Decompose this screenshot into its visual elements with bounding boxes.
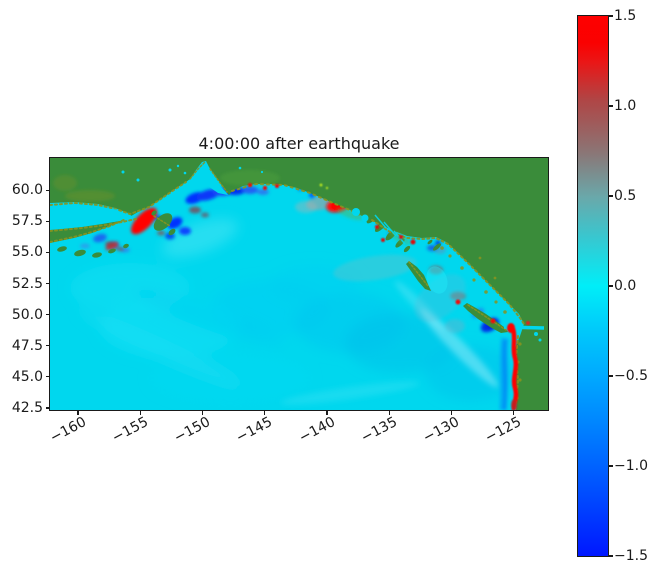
land-layer bbox=[50, 158, 548, 410]
x-tick-label-text: −130 bbox=[420, 414, 463, 447]
colorbar-tick-mark bbox=[609, 105, 613, 107]
x-tick-mark bbox=[139, 411, 141, 415]
ocean-texture-layer bbox=[70, 218, 515, 403]
x-tick-label-text: −135 bbox=[358, 414, 400, 447]
y-tick-label: 42.5 bbox=[11, 400, 43, 416]
y-tick-label: 52.5 bbox=[11, 275, 43, 292]
y-tick-mark bbox=[46, 407, 50, 409]
coastal-specks-layer bbox=[248, 183, 530, 410]
y-tick-mark bbox=[46, 376, 50, 378]
y-tick-mark bbox=[46, 345, 50, 347]
y-tick-label: 47.5 bbox=[11, 337, 43, 354]
colorbar-tick-mark bbox=[609, 285, 613, 287]
colorbar-tick-mark bbox=[609, 555, 613, 557]
colorbar-tick-label: 1.0 bbox=[614, 98, 637, 114]
y-tick-label: 45.0 bbox=[11, 368, 43, 385]
y-tick-label: 55.0 bbox=[11, 244, 43, 261]
y-tick-mark bbox=[46, 220, 50, 222]
colorbar-tick-mark bbox=[609, 195, 613, 197]
y-tick-mark bbox=[46, 189, 50, 191]
x-tick-mark bbox=[77, 411, 79, 415]
y-tick-label: 60.0 bbox=[11, 182, 43, 199]
x-tick-label-text: −125 bbox=[482, 414, 525, 447]
mainland-polygon bbox=[50, 158, 548, 410]
x-tick-mark bbox=[201, 411, 204, 415]
oregon-crest-stripe bbox=[510, 328, 519, 410]
y-tick-label: 50.0 bbox=[11, 306, 43, 323]
colorbar-tick-mark bbox=[609, 375, 613, 377]
plot-title: 4:00:00 after earthquake bbox=[198, 134, 400, 153]
haida-gwaii bbox=[406, 261, 431, 291]
colorbar-tick-label: 1.5 bbox=[614, 8, 637, 24]
x-tick-label-text: −145 bbox=[233, 414, 276, 447]
y-tick-mark bbox=[46, 282, 50, 285]
colorbar-tick-mark bbox=[609, 465, 613, 467]
colorbar-tick-label: 0.0 bbox=[614, 278, 637, 294]
x-tick-mark bbox=[264, 411, 266, 415]
x-tick-label-text: −160 bbox=[47, 414, 89, 447]
y-tick-mark bbox=[46, 314, 50, 316]
colorbar-tick-label: −1.0 bbox=[614, 458, 648, 474]
colorbar-tick-mark bbox=[609, 15, 613, 17]
map-plot-area bbox=[49, 157, 549, 411]
x-tick-label-text: −140 bbox=[296, 414, 338, 447]
y-tick-mark bbox=[46, 251, 50, 253]
x-tick-mark bbox=[451, 411, 453, 415]
x-tick-label-text: −150 bbox=[171, 414, 214, 447]
colorbar-tick-label: 0.5 bbox=[614, 188, 637, 204]
colorbar bbox=[577, 15, 609, 557]
cook-inlet bbox=[191, 162, 228, 195]
x-tick-mark bbox=[513, 411, 515, 415]
land-mottling bbox=[53, 170, 411, 245]
x-tick-mark bbox=[326, 411, 328, 415]
heatmap-svg bbox=[50, 158, 548, 410]
colorbar-tick-label: −0.5 bbox=[614, 368, 648, 384]
x-tick-label-text: −155 bbox=[109, 414, 151, 447]
y-tick-label: 57.5 bbox=[11, 213, 43, 230]
colorbar-tick-label: −1.5 bbox=[614, 548, 648, 564]
vancouver-island bbox=[463, 303, 508, 333]
x-tick-mark bbox=[388, 411, 390, 415]
